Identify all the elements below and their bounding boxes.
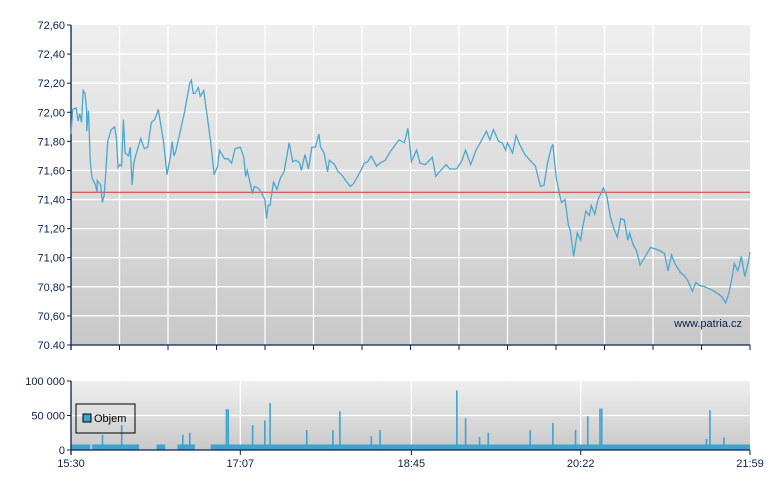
volume-bar	[599, 408, 601, 450]
y-tick-label: 70,80	[37, 282, 65, 294]
volume-bar	[182, 434, 184, 450]
volume-bar	[332, 429, 334, 450]
volume-bar-baseline	[177, 444, 195, 450]
volume-bar	[264, 420, 266, 450]
y-tick-label: 71,60	[37, 165, 65, 177]
price-chart: 72,60 72,40 72,20 72,00 71,80 71,60 71,40 71,20…	[37, 20, 751, 352]
y-tick-label: 72,20	[37, 78, 65, 90]
y-tick-label: 72,00	[37, 107, 65, 119]
y-tick-label: 50 000	[31, 411, 65, 423]
volume-bar-baseline	[156, 444, 166, 450]
x-tick-label: 18:45	[398, 458, 426, 470]
legend-label: Objem	[94, 413, 126, 425]
volume-bar	[379, 429, 381, 450]
y-tick-label: 70,60	[37, 311, 65, 323]
volume-bar	[269, 403, 271, 450]
volume-bar	[552, 423, 554, 450]
volume-bar	[574, 429, 577, 450]
x-tick-label: 15:30	[57, 458, 85, 470]
volume-bar-baseline	[71, 444, 91, 450]
volume-bar	[101, 434, 104, 450]
y-tick-label: 71,20	[37, 224, 65, 236]
volume-legend: Objem	[75, 403, 136, 434]
y-tick-label: 72,60	[37, 20, 65, 32]
volume-bar	[225, 409, 228, 450]
volume-bar	[487, 432, 490, 450]
x-tick-label: 21:59	[736, 458, 764, 470]
volume-bar	[227, 409, 229, 450]
volume-bar	[723, 437, 725, 450]
volume-bar	[456, 390, 458, 450]
x-tick-label: 20:22	[567, 458, 595, 470]
volume-bar	[529, 429, 531, 450]
volume-bar	[709, 410, 711, 450]
volume-bar	[305, 429, 308, 450]
y-tick-label: 72,40	[37, 49, 65, 61]
volume-bar	[600, 408, 603, 450]
legend-swatch	[82, 413, 92, 423]
y-tick-label: 0	[59, 445, 65, 457]
y-tick-label: 71,00	[37, 253, 65, 265]
volume-bar	[251, 425, 254, 450]
volume-bar	[586, 416, 589, 450]
volume-bar-baseline	[91, 444, 140, 450]
x-tick-label: 17:07	[227, 458, 255, 470]
volume-bar	[478, 436, 481, 450]
volume-bar	[188, 432, 191, 450]
y-tick-label: 100 000	[25, 376, 65, 388]
volume-bar	[120, 425, 123, 450]
volume-chart: 100 000 50 000 015:30 17:07 18:45 20:22 21:59	[25, 376, 764, 470]
price-line	[70, 78, 751, 305]
volume-bar	[705, 438, 708, 450]
watermark: www.patria.cz	[673, 318, 742, 330]
y-tick-label: 71,80	[37, 136, 65, 148]
y-tick-label: 70.40	[37, 340, 65, 352]
volume-bar	[464, 418, 467, 450]
y-tick-label: 71,40	[37, 195, 65, 207]
volume-bar	[370, 436, 373, 450]
volume-bar	[339, 411, 341, 450]
